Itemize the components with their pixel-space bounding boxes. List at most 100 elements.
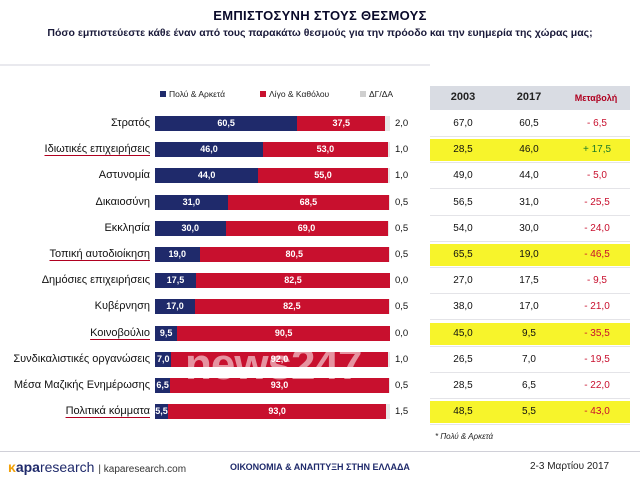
legend-label: ΔΓ/ΔΑ	[369, 89, 394, 99]
bar-negative: 37,5	[297, 116, 386, 131]
bar-positive: 9,5	[155, 326, 178, 341]
bar-negative: 82,5	[194, 299, 389, 314]
bar-dkna	[386, 404, 390, 419]
footer-org: ΟΙΚΟΝΟΜΙΑ & ΑΝΑΠΤΥΞΗ ΣΤΗΝ ΕΛΛΑΔΑ	[230, 462, 410, 472]
bar-positive: 17,5	[155, 273, 197, 288]
table-row: 38,0 17,0 - 21,0	[430, 296, 630, 318]
bar-negative: 90,5	[177, 326, 390, 341]
row-divider	[430, 267, 630, 268]
category-label: Πολιτικά κόμματα	[65, 405, 150, 417]
cell-2003: 28,5	[453, 380, 473, 391]
category-label: Στρατός	[111, 117, 150, 129]
cell-2003: 26,5	[453, 354, 473, 365]
table-row: 65,5 19,0 - 46,5	[430, 244, 630, 266]
bar-dkna	[388, 195, 390, 210]
table-header-2017: 2017	[516, 91, 542, 103]
bar-dkna	[388, 247, 390, 262]
category-label: Ιδιωτικές επιχειρήσεις	[44, 143, 150, 155]
bar-positive: 5,5	[155, 404, 168, 419]
bar-dkna	[387, 221, 389, 236]
dkna-value-label: 1,5	[395, 406, 409, 417]
category-label: Τοπική αυτοδιοίκηση	[49, 248, 150, 260]
row-divider	[430, 188, 630, 189]
category-label: Δημόσιες επιχειρήσεις	[41, 274, 150, 286]
table-row: 54,0 30,0 - 24,0	[430, 218, 630, 240]
dkna-value-label: 0,5	[395, 301, 409, 312]
bar-positive: 19,0	[155, 247, 200, 262]
footer-date: 2-3 Μαρτίου 2017	[530, 461, 610, 472]
row-divider	[430, 162, 630, 163]
table-header-change: Μεταβολή	[574, 93, 618, 103]
table-row: 67,0 60,5 - 6,5	[430, 113, 630, 135]
cell-2003: 27,0	[453, 275, 473, 286]
row-divider	[430, 424, 630, 425]
bar-dkna	[387, 142, 390, 157]
chart-subtitle: Πόσο εμπιστεύεστε κάθε έναν από τους παρ…	[47, 27, 593, 39]
row-divider	[430, 398, 630, 399]
legend-label: Λίγο & Καθόλου	[269, 89, 330, 99]
table-header: 2003 2017 Μεταβολή	[430, 86, 630, 110]
dkna-value-label: 0,0	[395, 275, 409, 286]
row-divider	[430, 372, 630, 373]
cell-change: - 9,5	[586, 275, 607, 286]
table-row: 45,0 9,5 - 35,5	[430, 323, 630, 345]
bar-negative: 92,0	[171, 352, 388, 367]
category-label: Συνδικαλιστικές οργανώσεις	[13, 353, 150, 365]
cell-2003: 49,0	[453, 170, 473, 181]
cell-2017: 19,0	[519, 249, 539, 260]
bar-positive: 30,0	[155, 221, 226, 236]
cell-2003: 28,5	[453, 144, 473, 155]
bar-positive: 6,5	[155, 378, 171, 393]
table-row: 49,0 44,0 - 5,0	[430, 165, 630, 187]
table-row: 28,5 6,5 - 22,0	[430, 375, 630, 397]
category-label: Κυβέρνηση	[94, 300, 150, 312]
legend-label: Πολύ & Αρκετά	[169, 89, 226, 99]
dkna-value-label: 2,0	[395, 118, 409, 129]
cell-2003: 38,0	[453, 301, 473, 312]
table-row: 27,0 17,5 - 9,5	[430, 270, 630, 292]
bar-negative: 93,0	[167, 404, 387, 419]
cell-change: - 46,5	[584, 249, 610, 260]
footnote: * Πολύ & Αρκετά	[435, 432, 494, 441]
bar-positive: 31,0	[155, 195, 228, 210]
legend-swatch-red	[260, 91, 266, 97]
logo-research: research	[39, 459, 95, 475]
cell-2017: 44,0	[519, 170, 539, 181]
cell-2017: 6,5	[522, 380, 536, 391]
category-label: Μέσα Μαζικής Ενημέρωσης	[13, 379, 150, 391]
bar-negative: 93,0	[170, 378, 389, 393]
table-row: 28,5 46,0 + 17,5	[430, 139, 630, 161]
row-divider	[430, 136, 630, 137]
dkna-value-label: 0,5	[395, 197, 409, 208]
category-label: Αστυνομία	[98, 169, 150, 181]
cell-2003: 54,0	[453, 223, 473, 234]
dkna-value-label: 0,5	[395, 223, 409, 234]
cell-2017: 17,0	[519, 301, 539, 312]
bar-positive: 17,0	[155, 299, 195, 314]
cell-2017: 30,0	[519, 223, 539, 234]
bar-positive: 44,0	[155, 168, 259, 183]
dkna-value-label: 0,5	[395, 249, 409, 260]
bar-dkna	[385, 116, 390, 131]
dkna-value-label: 0,0	[395, 328, 409, 339]
category-label: Δικαιοσύνη	[95, 196, 150, 208]
row-divider	[430, 346, 630, 347]
bar-negative: 53,0	[263, 142, 388, 157]
bar-negative: 68,5	[227, 195, 389, 210]
cell-2003: 56,5	[453, 197, 473, 208]
logo-apa: apa	[15, 459, 40, 475]
bar-positive: 46,0	[155, 142, 264, 157]
cell-2003: 65,5	[453, 249, 473, 260]
bar-negative: 80,5	[199, 247, 389, 262]
table-row: 48,5 5,5 - 43,0	[430, 401, 630, 423]
dkna-value-label: 1,0	[395, 170, 409, 181]
legend-swatch-grey	[360, 91, 366, 97]
logo-k: κ	[8, 459, 16, 475]
cell-2017: 60,5	[519, 118, 539, 129]
legend-item-series2: Λίγο & Καθόλου	[260, 89, 329, 99]
category-label: Εκκλησία	[104, 222, 150, 234]
cell-2017: 5,5	[522, 406, 536, 417]
bar-positive: 7,0	[155, 352, 172, 367]
legend-swatch-blue	[160, 91, 166, 97]
